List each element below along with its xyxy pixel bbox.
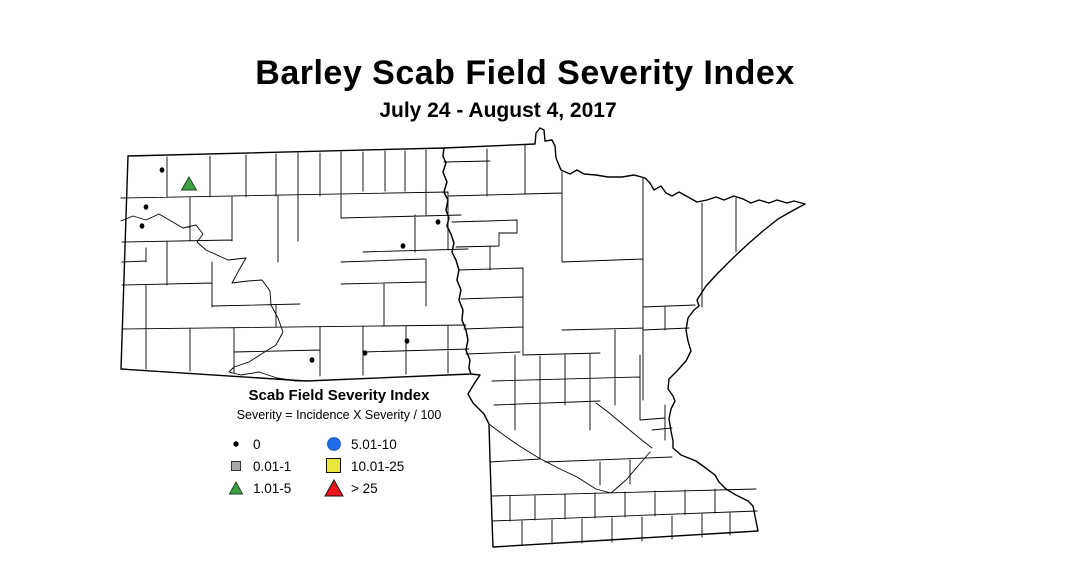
field-site-dot: [159, 167, 165, 173]
legend-symbol: [224, 478, 248, 498]
field-site-dot: [435, 219, 441, 225]
field-site-dot: [400, 243, 406, 249]
legend-item: 0.01-1: [224, 455, 322, 477]
legend-symbol: [224, 434, 248, 454]
legend-title: Scab Field Severity Index: [248, 387, 430, 404]
minnesota-outline: [442, 127, 806, 548]
field-site-dot: [404, 338, 410, 344]
legend-item: 1.01-5: [224, 477, 322, 499]
legend-formula: Severity = Incidence X Severity / 100: [236, 408, 442, 422]
legend-item: 10.01-25: [322, 455, 468, 477]
legend-item: 0: [224, 433, 322, 455]
legend-item-label: 5.01-10: [351, 436, 397, 452]
gray-square-icon: [231, 461, 241, 471]
legend-symbol: [322, 434, 346, 454]
legend-symbol: [322, 478, 346, 498]
field-site-dot: [139, 223, 145, 229]
red-triangle-icon: [324, 478, 344, 497]
legend-item-label: 1.01-5: [253, 480, 292, 496]
north-dakota-outline: [120, 147, 472, 382]
page-title: Barley Scab Field Severity Index: [255, 54, 795, 92]
map-markers: [139, 167, 441, 363]
north-dakota-county-lines: [120, 149, 470, 382]
legend-symbol: [322, 456, 346, 476]
small-black-dot-icon: [233, 441, 239, 447]
field-site-dot: [362, 350, 368, 356]
legend-item-label: 0: [253, 436, 261, 452]
legend-item-label: > 25: [351, 480, 378, 496]
minnesota-county-lines: [443, 144, 758, 546]
map-legend: Scab Field Severity Index Severity = Inc…: [210, 387, 468, 499]
legend-item: > 25: [322, 477, 468, 499]
field-site-dot: [309, 357, 315, 363]
blue-circle-icon: [327, 437, 341, 451]
yellow-square-icon: [326, 458, 341, 473]
field-site-dot: [143, 204, 149, 210]
field-site-green-triangle: [180, 175, 198, 191]
legend-column-low: 0 0.01-1 1.01-5: [224, 433, 322, 499]
legend-column-high: 5.01-10 10.01-25 > 25: [322, 433, 468, 499]
green-triangle-icon: [228, 480, 244, 495]
legend-symbol: [224, 456, 248, 476]
page-subtitle: July 24 - August 4, 2017: [379, 99, 617, 122]
legend-columns: 0 0.01-1 1.01-5 5.01-10 10.01-25 > 25: [210, 433, 468, 499]
legend-item-label: 0.01-1: [253, 458, 292, 474]
legend-item: 5.01-10: [322, 433, 468, 455]
legend-item-label: 10.01-25: [351, 458, 405, 474]
